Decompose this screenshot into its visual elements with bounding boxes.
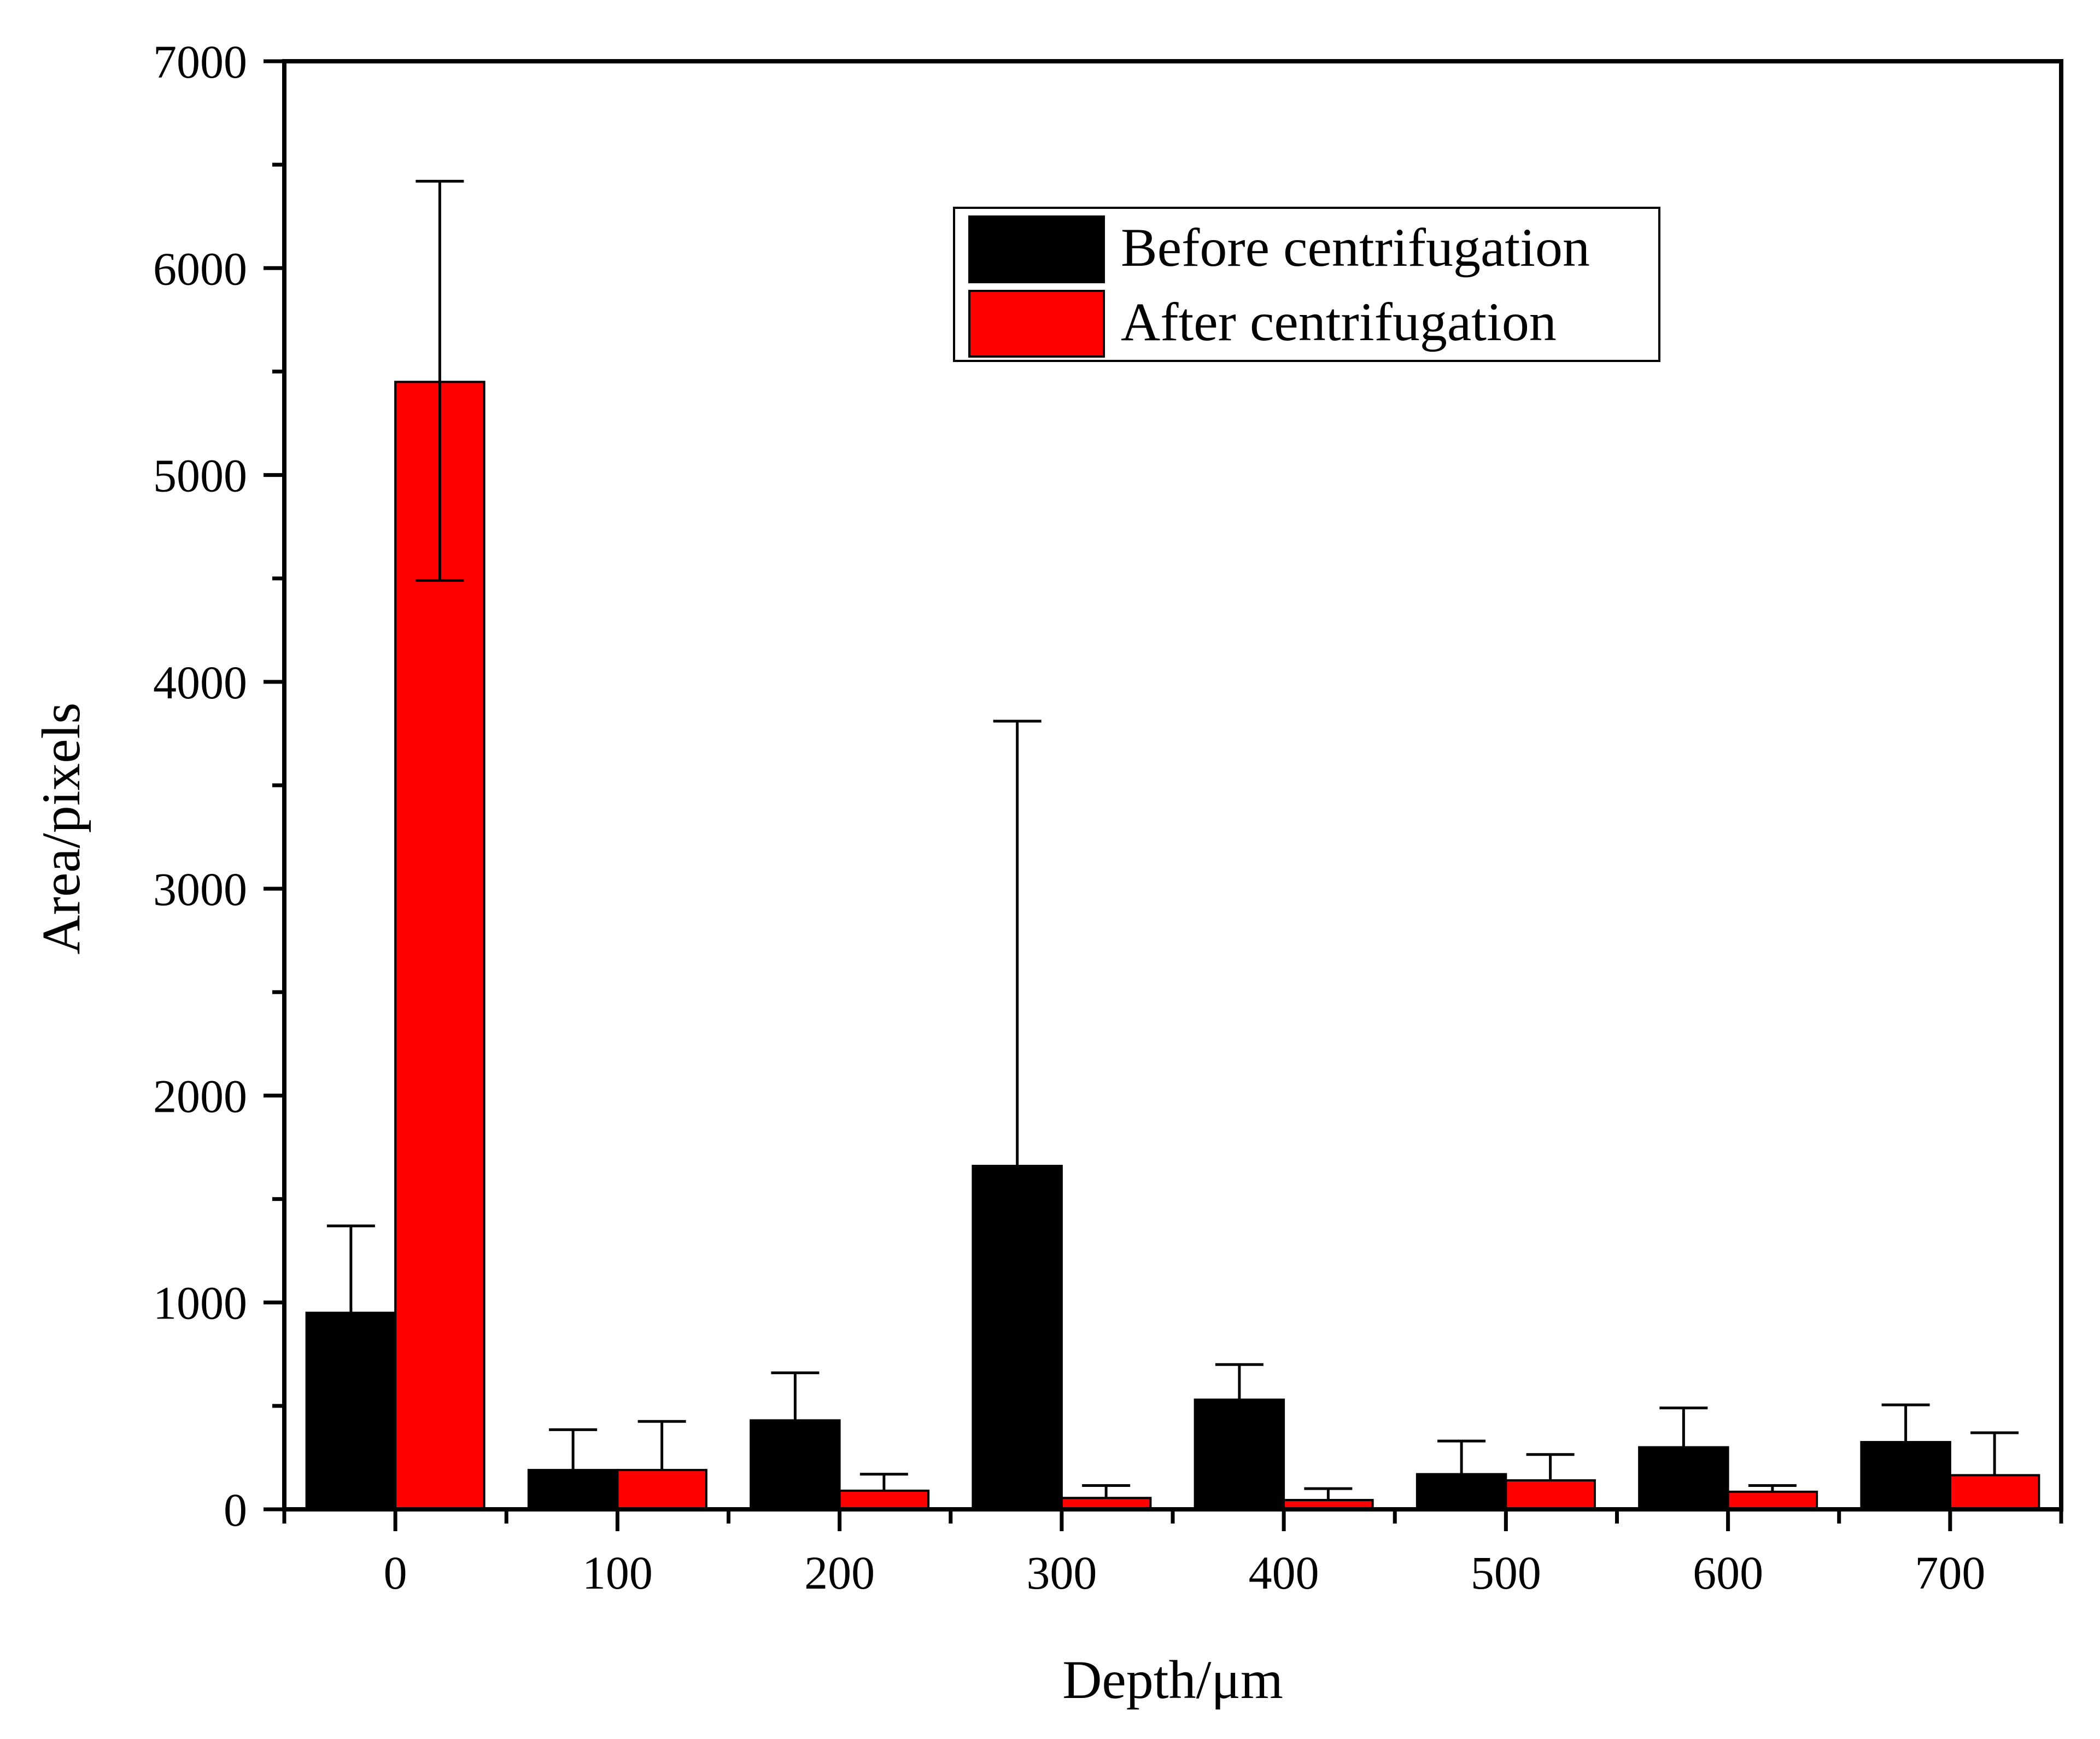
y-tick-label-3000: 3000 — [153, 863, 247, 915]
legend: Before centrifugation After centrifugatio… — [953, 207, 1660, 362]
y-tick-label-6000: 6000 — [153, 242, 247, 295]
bar-after-700 — [1949, 1474, 2040, 1510]
y-tick-label-1000: 1000 — [153, 1277, 247, 1329]
x-tick-label-600: 600 — [1693, 1547, 1763, 1599]
y-tick-label-2000: 2000 — [153, 1070, 247, 1122]
bar-before-700 — [1860, 1441, 1951, 1510]
bar-before-100 — [527, 1469, 619, 1511]
x-tick-label-700: 700 — [1915, 1547, 1985, 1599]
x-tick-label-400: 400 — [1249, 1547, 1319, 1599]
y-tick-label-5000: 5000 — [153, 450, 247, 502]
x-tick-label-200: 200 — [804, 1547, 875, 1599]
ticks-layer: 0 1000 2000 3000 4000 5000 6000 7000 0 100 200 300 4… — [153, 36, 2063, 1599]
bar-after-600 — [1727, 1490, 1818, 1510]
bar-before-300 — [972, 1165, 1063, 1510]
y-axis-title: Area/pixels — [31, 703, 91, 955]
legend-label-after: After centrifugation — [1121, 291, 1557, 352]
y-tick-label-4000: 4000 — [153, 656, 247, 709]
error-bars-layer — [326, 179, 2019, 1500]
x-tick-label-100: 100 — [582, 1547, 653, 1599]
x-tick-label-300: 300 — [1026, 1547, 1097, 1599]
y-tick-label-0: 0 — [224, 1484, 247, 1536]
y-tick-label-7000: 7000 — [153, 36, 247, 88]
bar-after-500 — [1505, 1479, 1596, 1511]
bar-before-200 — [750, 1419, 841, 1511]
bars-layer — [305, 381, 2040, 1511]
bar-before-400 — [1194, 1398, 1285, 1510]
legend-swatch-before — [968, 215, 1105, 283]
x-tick-label-500: 500 — [1471, 1547, 1541, 1599]
bar-after-200 — [838, 1489, 930, 1511]
legend-swatch-after — [968, 290, 1105, 358]
bar-after-100 — [616, 1469, 707, 1511]
x-tick-label-0: 0 — [384, 1547, 407, 1599]
bar-before-500 — [1415, 1473, 1507, 1510]
bar-before-600 — [1638, 1446, 1729, 1511]
bar-before-0 — [305, 1311, 397, 1511]
legend-label-before: Before centrifugation — [1121, 217, 1590, 278]
x-axis-title: Depth/μm — [1062, 1649, 1283, 1710]
